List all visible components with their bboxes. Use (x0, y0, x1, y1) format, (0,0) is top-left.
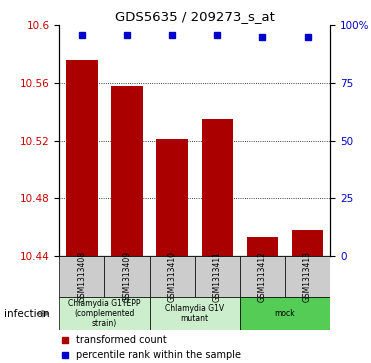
Bar (59, 256, 105, 297)
Text: GSM1313411: GSM1313411 (213, 251, 222, 302)
Text: GSM1313408: GSM1313408 (78, 251, 86, 302)
Text: GSM1313410: GSM1313410 (168, 251, 177, 302)
Bar (285, 256, 330, 297)
Text: percentile rank within the sample: percentile rank within the sample (76, 350, 241, 360)
Text: infection: infection (4, 309, 49, 319)
Title: GDS5635 / 209273_s_at: GDS5635 / 209273_s_at (115, 10, 275, 23)
Bar (240, 256, 285, 297)
Bar (150, 297, 240, 330)
Bar (150, 256, 195, 297)
Text: transformed count: transformed count (76, 335, 166, 345)
Bar (66, 60, 98, 256)
Bar (292, 230, 324, 256)
Text: GSM1313412: GSM1313412 (258, 251, 267, 302)
Text: GSM1313409: GSM1313409 (122, 251, 132, 302)
Text: Chlamydia G1TEPP
(complemented
strain): Chlamydia G1TEPP (complemented strain) (68, 299, 141, 329)
Text: mock: mock (275, 309, 295, 318)
Bar (157, 139, 188, 256)
Bar (240, 297, 330, 330)
Bar (105, 256, 150, 297)
Text: Chlamydia G1V
mutant: Chlamydia G1V mutant (165, 304, 224, 323)
Bar (59, 297, 150, 330)
Bar (195, 256, 240, 297)
Bar (201, 119, 233, 256)
Bar (247, 237, 278, 256)
Bar (111, 86, 143, 256)
Text: GSM1313413: GSM1313413 (303, 251, 312, 302)
